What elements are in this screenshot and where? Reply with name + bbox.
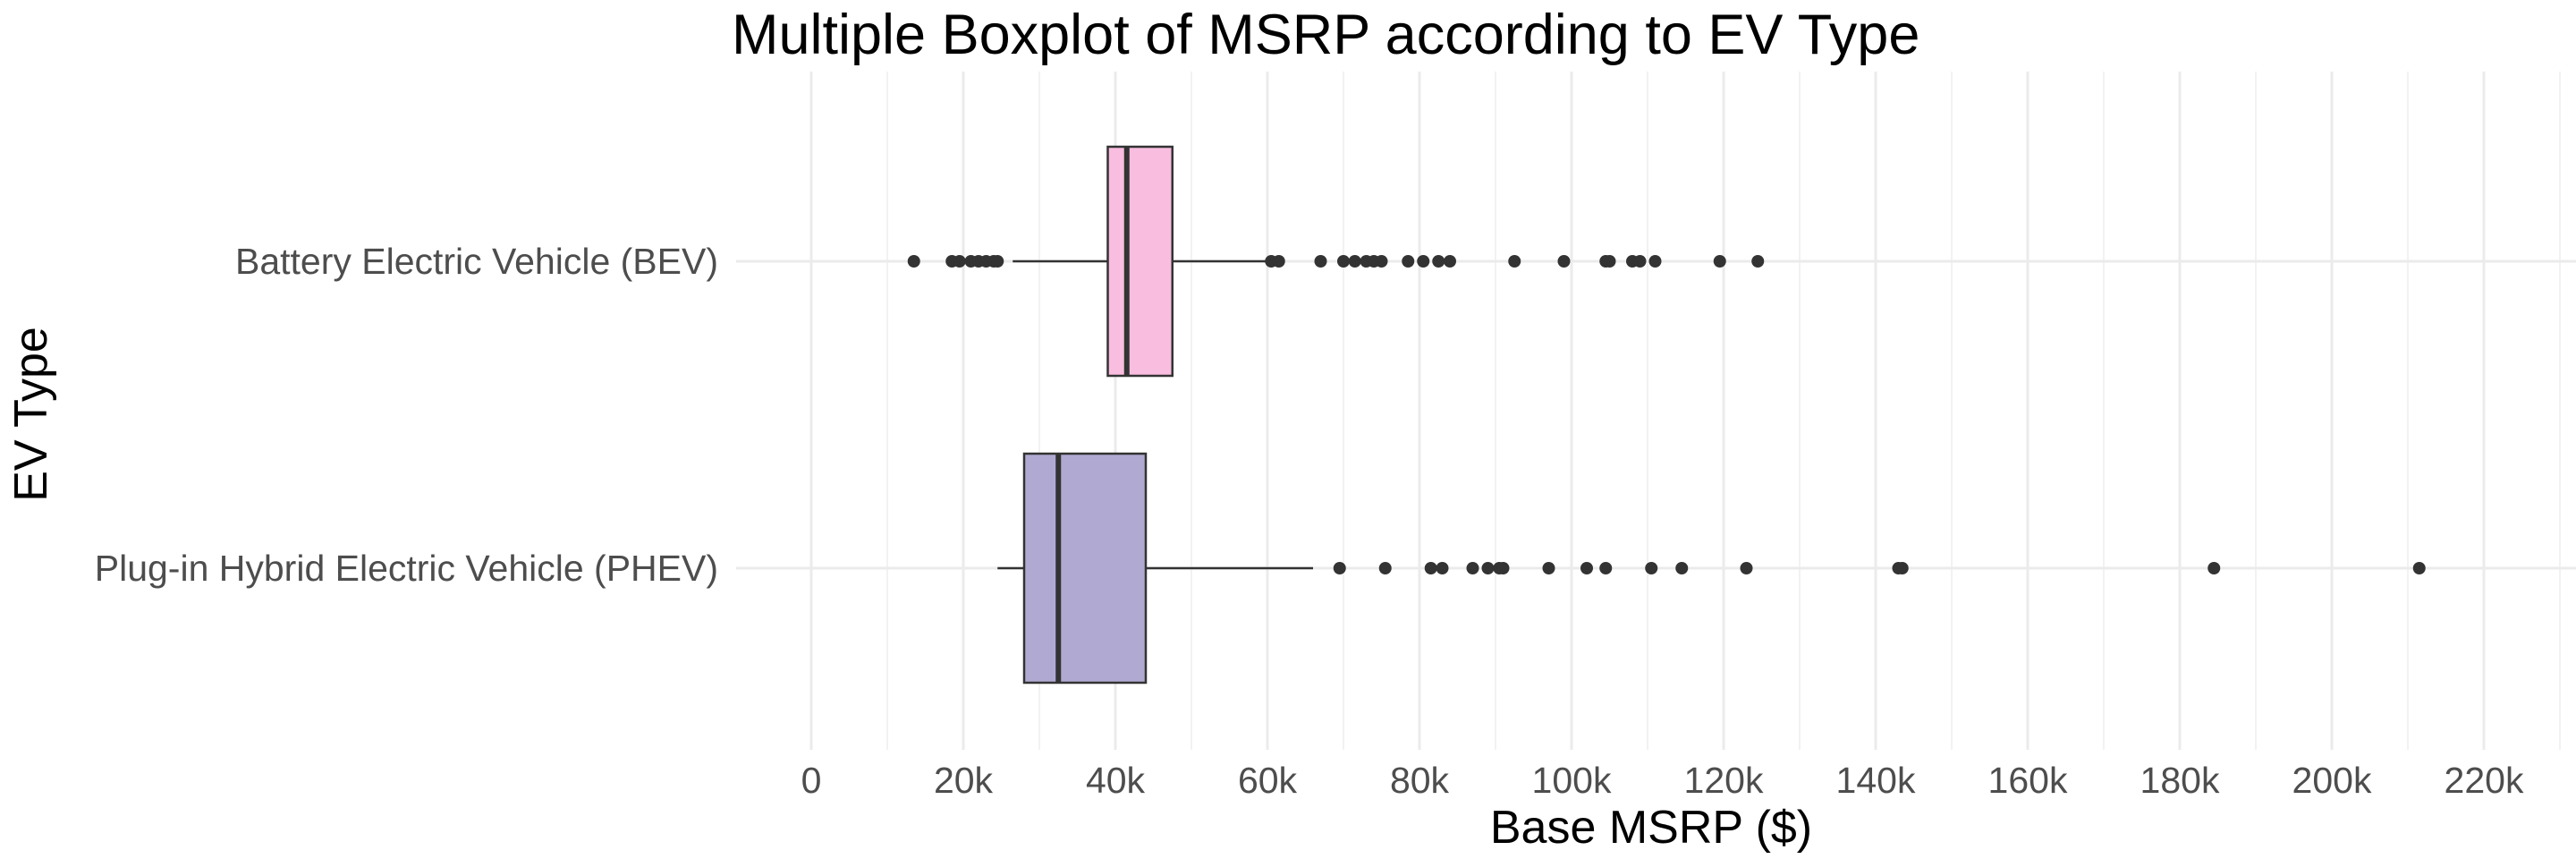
outlier-point [907,255,920,268]
outlier-point [1337,255,1350,268]
outlier-point [991,255,1004,268]
outlier-point [1378,562,1392,574]
outlier-point [2412,562,2426,574]
outlier-point [1481,562,1495,574]
outlier-point [953,255,966,268]
x-tick-label: 0 [801,760,822,801]
outlier-point [1713,255,1726,268]
x-tick-label: 140k [1836,760,1916,801]
outlier-point [1444,255,1456,268]
outlier-point [1648,255,1662,268]
outlier-point [1580,562,1593,574]
outlier-point [1603,255,1616,268]
y-tick-label: Plug-in Hybrid Electric Vehicle (PHEV) [95,548,718,589]
outlier-point [1333,562,1346,574]
x-tick-label: 20k [934,760,994,801]
outlier-point [1740,562,1753,574]
y-axis-title: EV Type [5,327,57,502]
outlier-point [1645,562,1658,574]
x-tick-label: 220k [2445,760,2524,801]
x-axis-ticks: 0 20k 40k 60k 80k 100k 120k 140k 160k 180k 200k 220… [801,760,2524,801]
x-tick-label: 80k [1390,760,1450,801]
boxplot-bev [907,145,1765,378]
iqr-box [1106,145,1174,378]
x-tick-label: 200k [2292,760,2372,801]
outlier-point [1508,255,1521,268]
outlier-point [1751,255,1765,268]
y-tick-label: Battery Electric Vehicle (BEV) [235,241,718,282]
outlier-point [1424,562,1437,574]
outlier-point [1466,562,1479,574]
outlier-point [1402,255,1415,268]
outlier-point [1348,255,1361,268]
x-tick-label: 40k [1086,760,1146,801]
outlier-point [1272,255,1285,268]
outlier-point [1633,255,1647,268]
chart-title: Multiple Boxplot of MSRP according to EV… [732,4,1919,66]
outlier-point [1895,562,1909,574]
outlier-point [1675,562,1689,574]
outlier-point [1436,562,1449,574]
outlier-point [1432,255,1445,268]
outlier-point [1417,255,1430,268]
x-tick-label: 60k [1238,760,1298,801]
outlier-point [1599,562,1613,574]
iqr-box [1022,452,1148,685]
x-tick-label: 160k [1988,760,2068,801]
outlier-point [1542,562,1555,574]
boxplots [907,145,2426,685]
outlier-point [1375,255,1388,268]
x-tick-label: 100k [1532,760,1612,801]
boxplot-phev [997,452,2426,685]
outlier-point [1496,562,1510,574]
outlier-point [1557,255,1571,268]
x-axis-title: Base MSRP ($) [1490,802,1812,854]
x-tick-label: 180k [2140,760,2220,801]
y-axis-labels: Battery Electric Vehicle (BEV) Plug-in Hy… [95,241,718,589]
outlier-point [2207,562,2221,574]
x-tick-label: 120k [1684,760,1764,801]
minor-gridlines [886,72,2561,750]
major-gridlines [736,72,2576,750]
outlier-point [1314,255,1327,268]
